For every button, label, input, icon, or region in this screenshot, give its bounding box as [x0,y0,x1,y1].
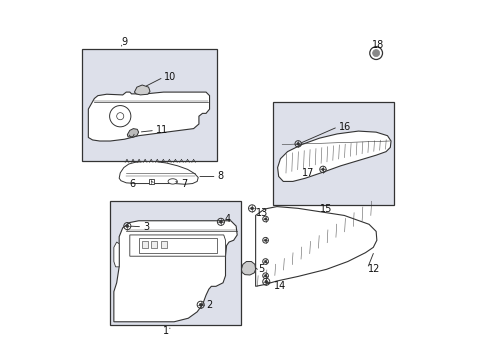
Polygon shape [114,242,119,267]
Text: 6: 6 [130,179,136,189]
Polygon shape [88,92,210,141]
Text: 3: 3 [143,222,149,232]
Polygon shape [130,235,225,256]
Circle shape [251,207,253,210]
Bar [110,201,242,325]
Text: 8: 8 [218,171,223,181]
Text: 16: 16 [339,122,351,132]
Text: 11: 11 [156,125,168,135]
Circle shape [113,109,127,123]
Polygon shape [114,221,237,322]
Circle shape [199,303,202,306]
Text: 7: 7 [181,179,188,189]
Circle shape [220,220,222,223]
Polygon shape [127,129,139,138]
Text: 2: 2 [207,300,213,310]
Text: 10: 10 [164,72,176,82]
Polygon shape [134,85,150,95]
Circle shape [322,168,324,171]
Bar [139,238,217,253]
Circle shape [372,50,380,57]
Circle shape [265,218,267,220]
Circle shape [265,239,267,242]
Bar [273,102,394,205]
Text: 18: 18 [372,40,384,50]
Polygon shape [119,162,198,184]
Text: 1: 1 [163,327,170,336]
Circle shape [297,143,299,145]
Text: 14: 14 [274,281,286,291]
Text: 12: 12 [368,264,380,274]
Text: 5: 5 [258,264,265,274]
Polygon shape [242,261,256,275]
Text: 13: 13 [256,208,269,217]
Polygon shape [278,131,391,181]
Text: 9: 9 [122,37,128,48]
Bar [142,241,148,248]
Ellipse shape [168,179,177,184]
Bar [148,179,154,184]
Bar [161,241,167,248]
Text: 17: 17 [302,168,314,178]
Circle shape [265,280,268,283]
Text: 4: 4 [224,214,231,224]
Bar [151,241,157,248]
Circle shape [265,275,267,277]
Bar [82,49,217,161]
Circle shape [265,260,267,263]
Text: 15: 15 [320,204,333,215]
Circle shape [126,225,129,228]
Polygon shape [256,207,377,286]
